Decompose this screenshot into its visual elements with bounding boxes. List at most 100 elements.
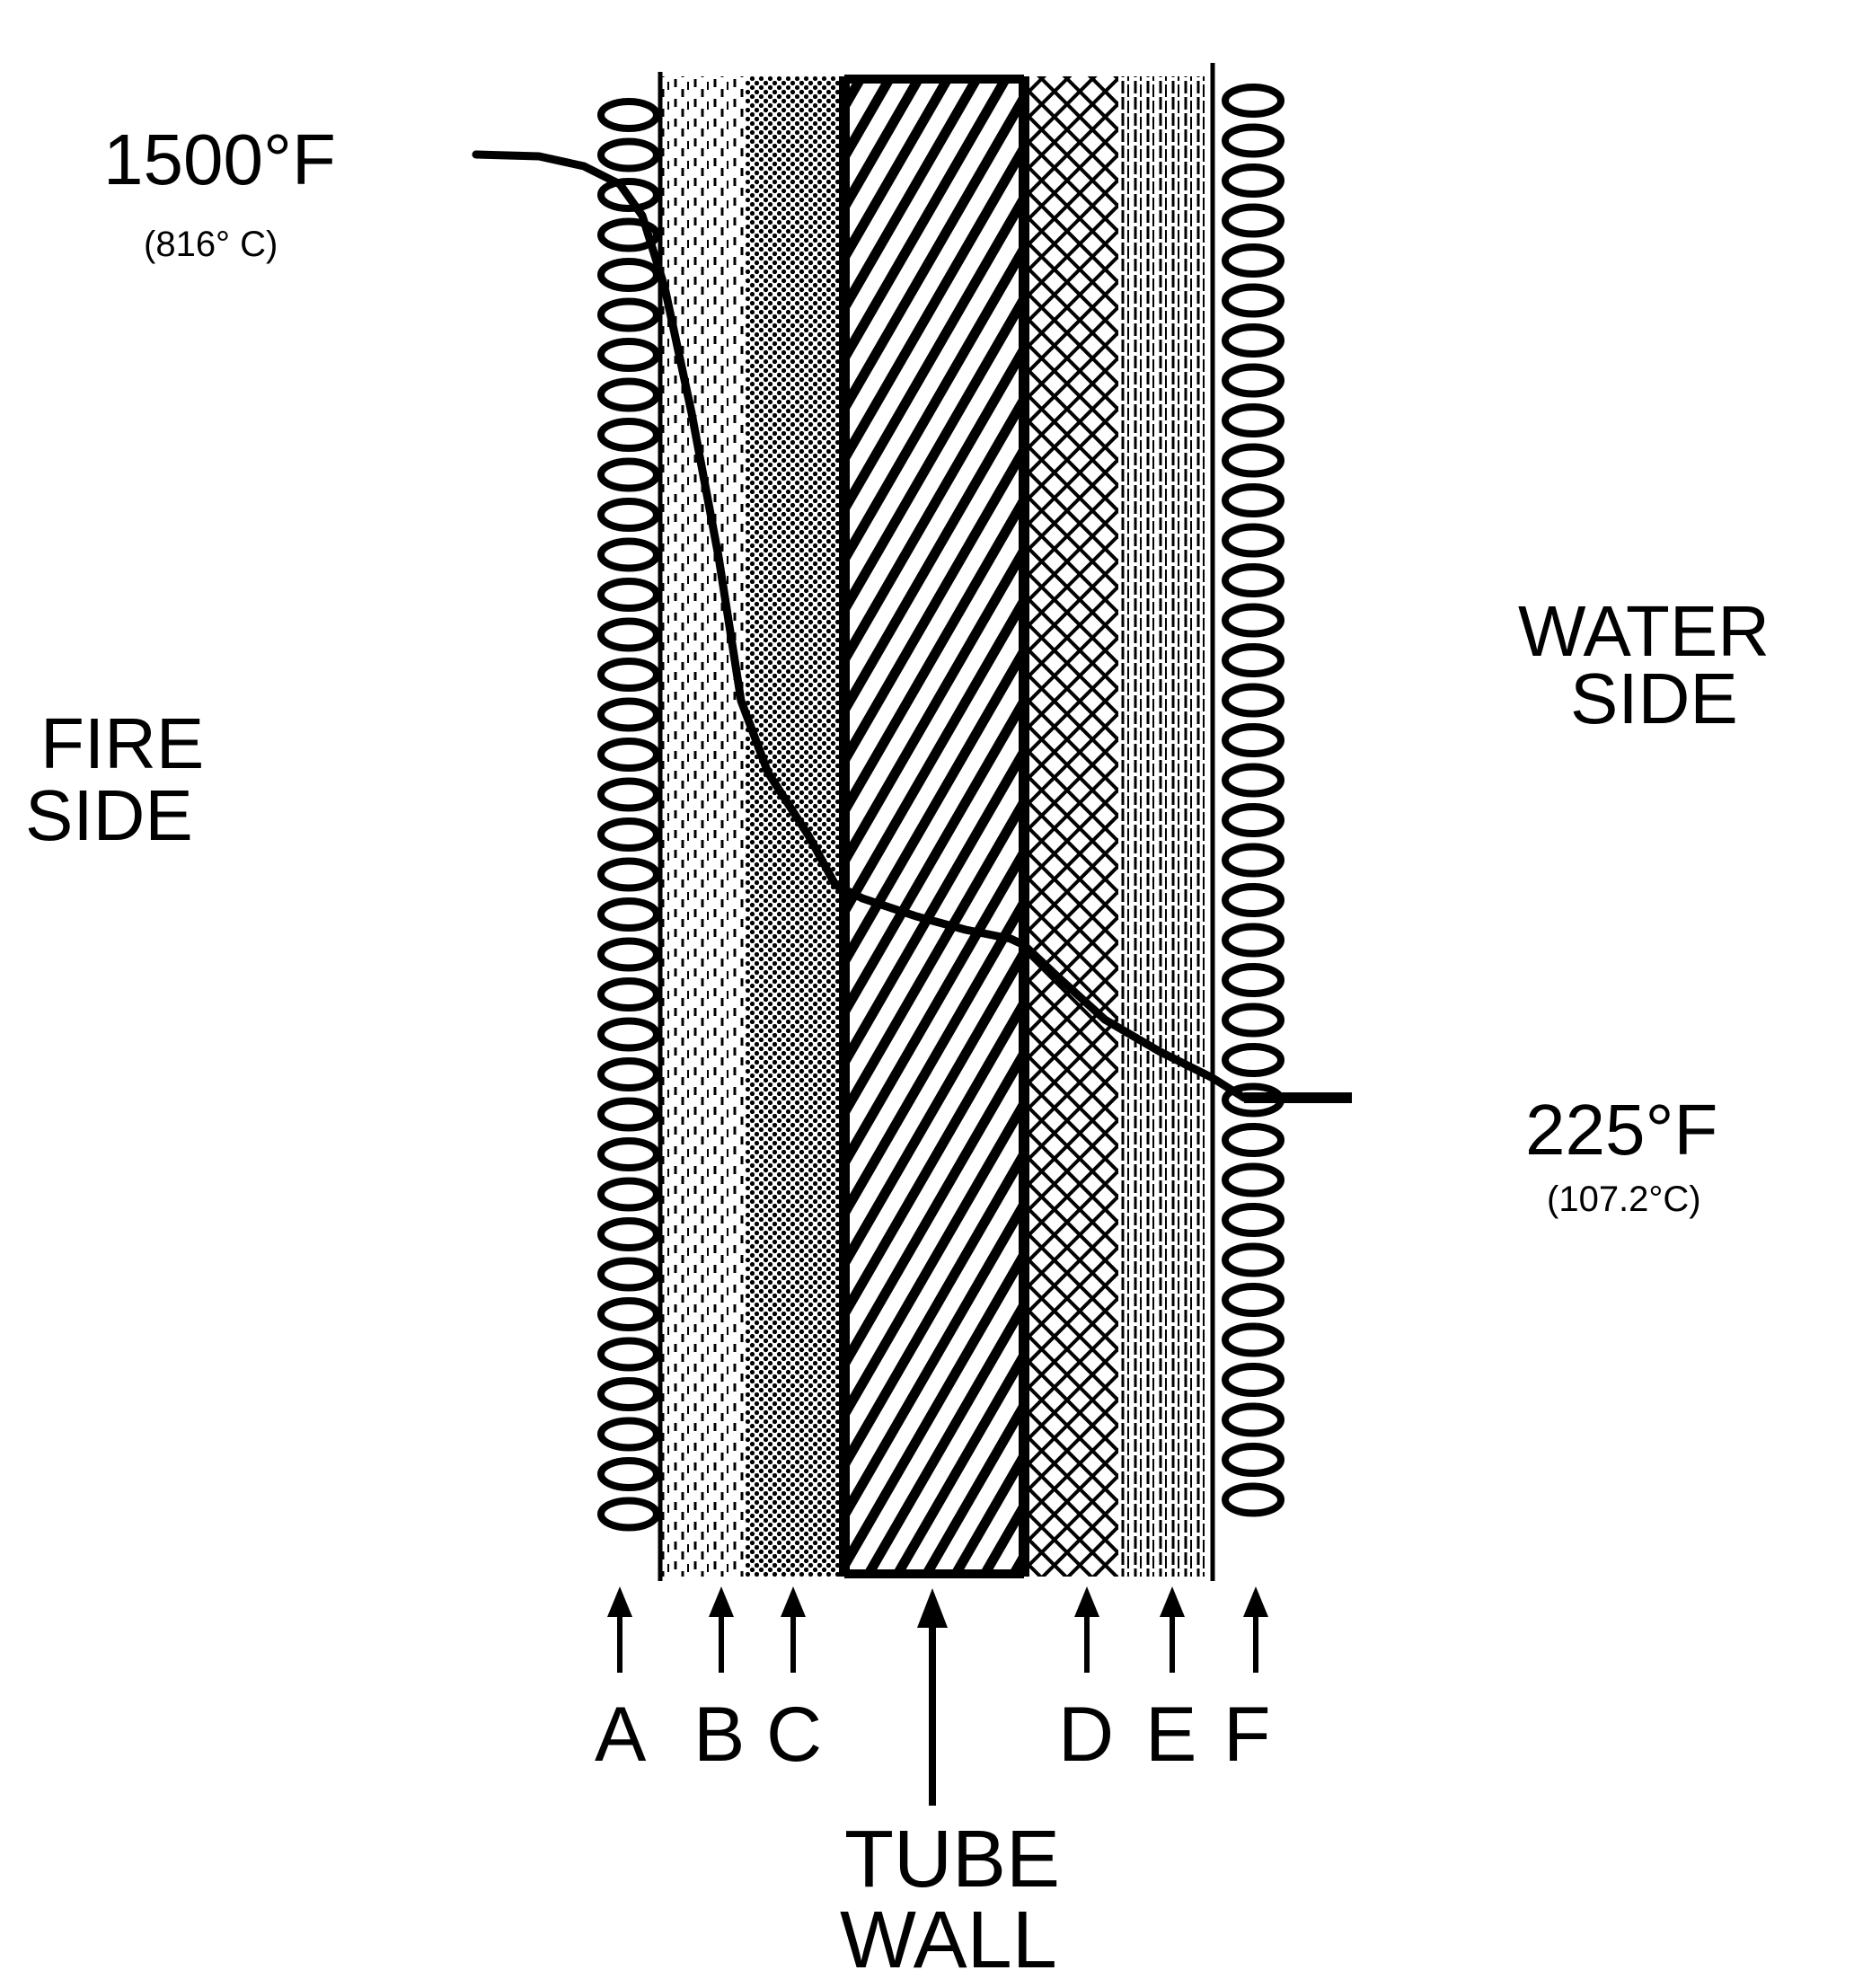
film-loop-f <box>1222 1123 1285 1157</box>
film-loop-a <box>597 137 660 172</box>
film-loop-f <box>1222 1203 1285 1237</box>
film-loop-a <box>597 457 660 492</box>
arrow-a <box>607 1586 632 1673</box>
water-side-film-loops <box>1222 84 1285 1517</box>
film-loop-f <box>1222 1363 1285 1397</box>
film-loop-f <box>1222 483 1285 517</box>
hot-temp-c-label: (816° C) <box>144 225 278 264</box>
layer-letter-f: F <box>1223 1692 1271 1778</box>
tube-wall-band <box>844 76 1024 1577</box>
arrow-b <box>709 1586 734 1673</box>
film-loop-f <box>1222 1003 1285 1038</box>
film-loop-f <box>1222 843 1285 878</box>
fire-side-label-line1: FIRE <box>40 703 204 783</box>
layer-d-band <box>1024 76 1118 1577</box>
film-loop-a <box>597 1337 660 1372</box>
film-loop-f <box>1222 323 1285 358</box>
film-loop-f <box>1222 723 1285 757</box>
film-loop-f <box>1222 523 1285 558</box>
arrow-f <box>1243 1586 1268 1673</box>
layer-arrows <box>607 1586 1268 1806</box>
film-loop-a <box>597 1177 660 1212</box>
layer-c-band <box>746 76 844 1577</box>
film-loop-f <box>1222 403 1285 437</box>
temperature-profile-line <box>472 150 1249 1102</box>
film-loop-f <box>1222 1443 1285 1477</box>
cold-temp-c-label: (107.2°C) <box>1547 1180 1701 1219</box>
film-loop-f <box>1222 443 1285 478</box>
tube-wall-label-line1: TUBE <box>844 1815 1060 1904</box>
film-loop-f <box>1222 683 1285 718</box>
film-loop-f <box>1222 1402 1285 1437</box>
water-side-label-line1: WATER <box>1518 591 1770 671</box>
layer-letter-a: A <box>595 1692 647 1778</box>
film-loop-a <box>597 1097 660 1132</box>
film-loop-a <box>597 98 660 132</box>
layer-e-band <box>1118 76 1208 1577</box>
film-loop-f <box>1222 84 1285 118</box>
layer-letter-e: E <box>1145 1692 1196 1778</box>
film-loop-a <box>597 1417 660 1452</box>
layer-letter-d: D <box>1058 1692 1114 1778</box>
film-loop-a <box>597 258 660 292</box>
film-loop-f <box>1222 163 1285 198</box>
film-loop-a <box>597 1257 660 1292</box>
film-loop-a <box>597 1137 660 1171</box>
film-loop-a <box>597 418 660 452</box>
film-loop-a <box>597 1457 660 1491</box>
tube-wall-label-line2: WALL <box>840 1895 1057 1985</box>
layer-letter-c: C <box>766 1692 822 1778</box>
film-loop-f <box>1222 563 1285 597</box>
arrow-tube-wall <box>917 1588 948 1806</box>
film-loop-a <box>597 297 660 332</box>
film-loop-a <box>597 617 660 652</box>
cold-temp-f-label: 225°F <box>1525 1090 1717 1170</box>
film-loop-f <box>1222 963 1285 997</box>
film-loop-a <box>597 178 660 212</box>
film-loop-a <box>597 937 660 972</box>
film-loop-f <box>1222 1482 1285 1517</box>
film-loop-a <box>597 777 660 812</box>
film-loop-a <box>597 1057 660 1091</box>
film-loop-f <box>1222 1242 1285 1277</box>
film-loop-a <box>597 377 660 412</box>
layer-b-band <box>660 76 746 1577</box>
arrow-c <box>781 1586 806 1673</box>
film-loop-a <box>597 217 660 252</box>
film-loop-f <box>1222 883 1285 917</box>
hot-temp-f-label: 1500°F <box>103 119 336 199</box>
film-loop-f <box>1222 123 1285 158</box>
film-loop-f <box>1222 363 1285 398</box>
film-loop-f <box>1222 243 1285 278</box>
film-loop-a <box>597 1017 660 1052</box>
film-loop-f <box>1222 763 1285 798</box>
film-loop-f <box>1222 923 1285 958</box>
film-loop-f <box>1222 643 1285 677</box>
arrow-d <box>1074 1586 1099 1673</box>
film-loop-f <box>1222 203 1285 238</box>
fire-side-film-loops <box>597 98 660 1532</box>
film-loop-a <box>597 897 660 932</box>
layer-letter-b: B <box>693 1692 745 1778</box>
film-loop-f <box>1222 1043 1285 1077</box>
fire-side-label-line2: SIDE <box>25 775 193 855</box>
film-loop-a <box>597 338 660 372</box>
film-loop-a <box>597 498 660 532</box>
film-loop-a <box>597 1297 660 1331</box>
film-loop-a <box>597 1497 660 1532</box>
water-side-label-line2: SIDE <box>1570 658 1738 738</box>
film-loop-f <box>1222 1162 1285 1197</box>
film-loop-a <box>597 977 660 1012</box>
film-loop-f <box>1222 283 1285 318</box>
layer-bands <box>660 75 1208 1578</box>
film-loop-a <box>597 817 660 852</box>
film-loop-a <box>597 1377 660 1411</box>
film-loop-f <box>1222 1283 1285 1317</box>
film-loop-a <box>597 738 660 772</box>
film-loop-a <box>597 658 660 692</box>
film-loop-f <box>1222 1322 1285 1357</box>
film-loop-a <box>597 1217 660 1251</box>
arrow-e <box>1160 1586 1185 1673</box>
film-loop-a <box>597 697 660 732</box>
